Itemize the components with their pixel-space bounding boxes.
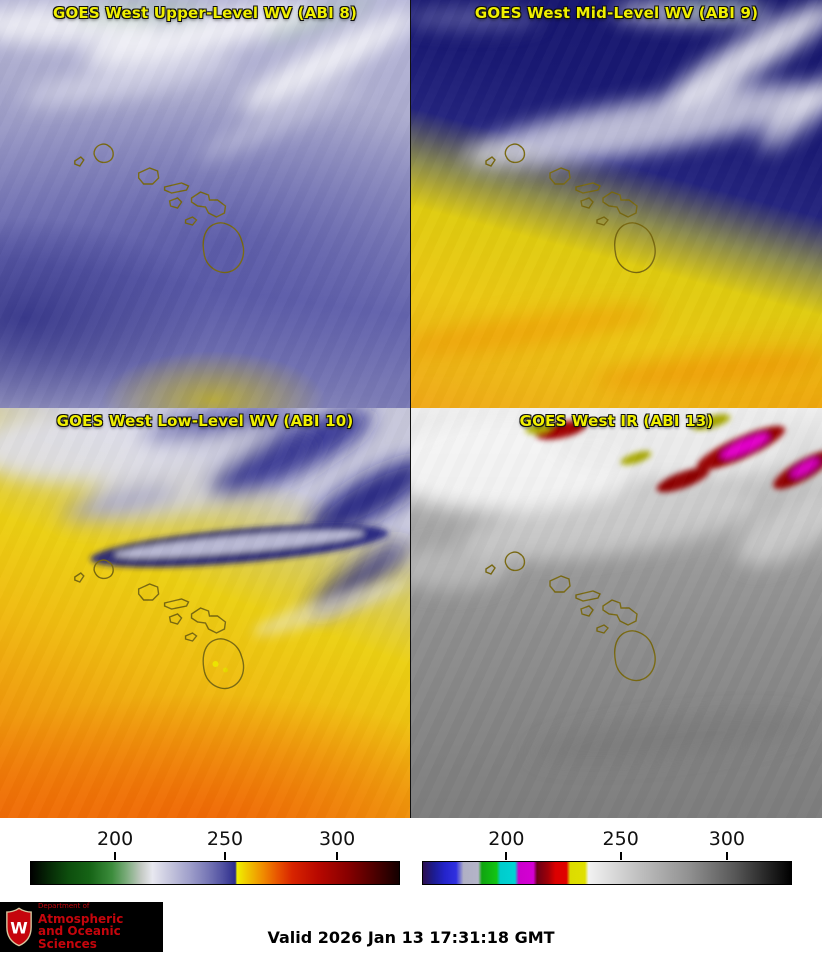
footer: W Department of Atmospheric and Oceanic … [0, 902, 822, 954]
uw-crest-icon: W [6, 907, 32, 947]
panel-abi8: GOES West Upper-Level WV (ABI 8) [0, 0, 411, 408]
colorbar-row: 200 250 300 200 250 300 [0, 818, 822, 902]
ir-colorbar [422, 861, 792, 885]
wv-colorbar-tickmarks [30, 852, 400, 861]
abi13-cold-cloud-tops [525, 414, 822, 493]
logo-line-1: Atmospheric [38, 911, 124, 926]
abi13-title: GOES West IR (ABI 13) [519, 412, 714, 430]
valid-time-text: Valid 2026 Jan 13 17:31:18 GMT [267, 928, 555, 947]
abi9-cloud-overlay [411, 2, 822, 388]
ir-colorbar-tickmarks [422, 852, 792, 861]
abi8-hawaii-outline [74, 143, 245, 274]
abi9-title: GOES West Mid-Level WV (ABI 9) [474, 4, 759, 22]
tick-mark [223, 852, 226, 860]
abi13-hawaii-outline [485, 551, 656, 682]
abi10-title: GOES West Low-Level WV (ABI 10) [56, 412, 354, 430]
panel-abi10: GOES West Low-Level WV (ABI 10) [0, 408, 411, 818]
abi8-cloud-overlay [0, 0, 410, 274]
abi10-cloud-overlay [0, 408, 410, 690]
ir-colorbar-labels: 200 250 300 [422, 828, 792, 852]
wv-tick-label-300: 300 [318, 828, 356, 850]
aos-logo-box: W Department of Atmospheric and Oceanic … [0, 902, 163, 952]
abi10-hawaii-outline [74, 559, 245, 690]
tick-mark [114, 852, 117, 860]
wv-colorbar [30, 861, 400, 885]
ir-tick-label-300: 300 [708, 828, 746, 850]
wv-colorbar-labels: 200 250 300 [30, 828, 400, 852]
abi8-title: GOES West Upper-Level WV (ABI 8) [52, 4, 358, 22]
tick-mark [336, 852, 339, 860]
crest-letter: W [10, 919, 28, 938]
wv-colorbar-block: 200 250 300 [30, 828, 400, 898]
wv-tick-label-200: 200 [96, 828, 134, 850]
panel-abi13: GOES West IR (ABI 13) [411, 408, 822, 818]
tick-mark [725, 852, 728, 860]
logo-line-2: and Oceanic Sciences [38, 924, 121, 951]
logo-dept-line: Department of [38, 902, 90, 911]
tick-mark [619, 852, 622, 860]
panel-abi9: GOES West Mid-Level WV (ABI 9) [411, 0, 822, 408]
ir-tick-label-200: 200 [488, 828, 525, 850]
satellite-panel-grid: GOES West Upper-Level WV (ABI 8) GO [0, 0, 822, 818]
ir-tick-label-250: 250 [602, 828, 639, 850]
aos-logo-text: Department of Atmospheric and Oceanic Sc… [38, 902, 158, 951]
abi13-cloud-overlay [411, 408, 822, 763]
wv-tick-label-250: 250 [206, 828, 244, 850]
tick-mark [505, 852, 508, 860]
ir-colorbar-block: 200 250 300 [422, 828, 792, 898]
